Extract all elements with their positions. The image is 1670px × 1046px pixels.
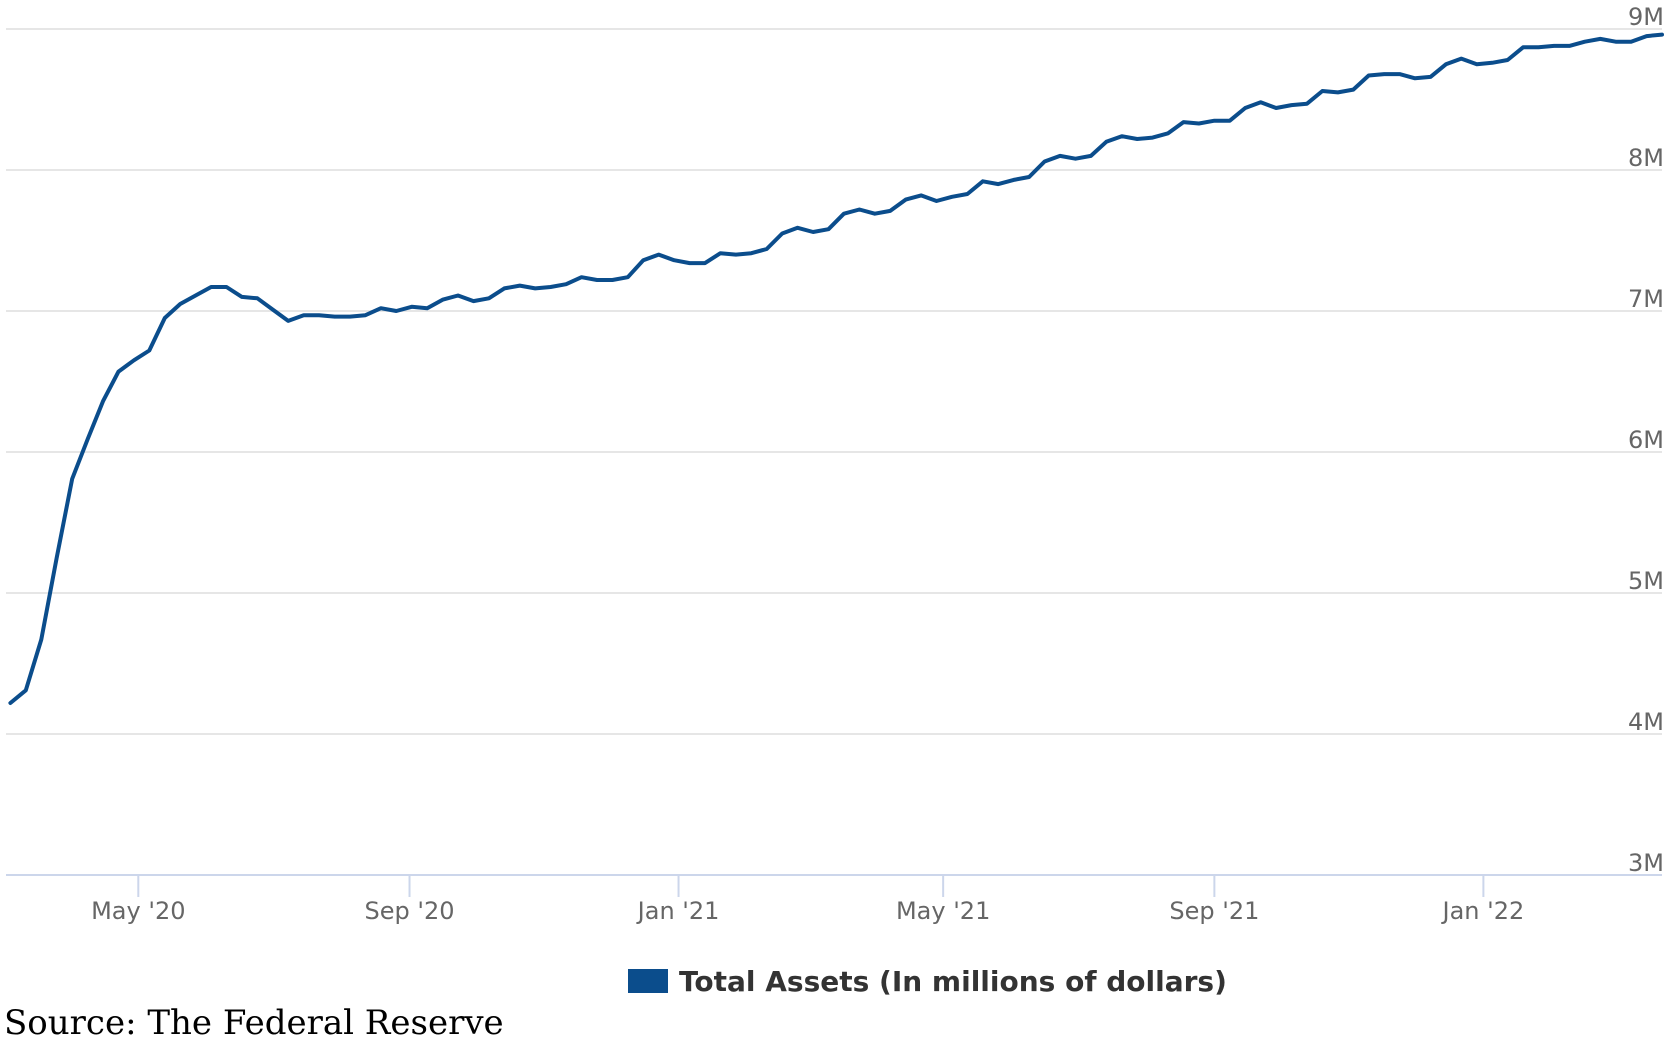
x-tick-label: May '20 (91, 897, 185, 925)
legend-swatch-total-assets (628, 969, 668, 993)
y-tick-label: 6M (1628, 426, 1664, 454)
legend-label-total-assets: Total Assets (In millions of dollars) (679, 965, 1227, 998)
chart-legend[interactable]: Total Assets (In millions of dollars) (628, 965, 1227, 998)
x-tick-label: Sep '20 (365, 897, 455, 925)
y-tick-label: 5M (1628, 567, 1664, 595)
x-tick-label: Sep '21 (1169, 897, 1259, 925)
y-tick-label: 7M (1628, 285, 1664, 313)
y-axis-tick-labels: 3M 4M 5M 6M 7M 8M 9M (1628, 3, 1664, 877)
x-tick-label: Jan '21 (636, 897, 720, 925)
y-tick-label: 9M (1628, 3, 1664, 31)
y-tick-label: 8M (1628, 144, 1664, 172)
x-axis-ticks (137, 875, 1485, 897)
y-tick-label: 3M (1628, 849, 1664, 877)
source-caption: Source: The Federal Reserve (4, 1003, 504, 1043)
x-tick-label: May '21 (896, 897, 990, 925)
horizontal-gridlines (6, 28, 1662, 735)
x-tick-label: Jan '22 (1441, 897, 1525, 925)
y-tick-label: 4M (1628, 708, 1664, 736)
x-axis-tick-labels: May '20 Sep '20 Jan '21 May '21 Sep '21 Jan '… (91, 897, 1524, 925)
series-line-total-assets[interactable] (8, 32, 1664, 705)
